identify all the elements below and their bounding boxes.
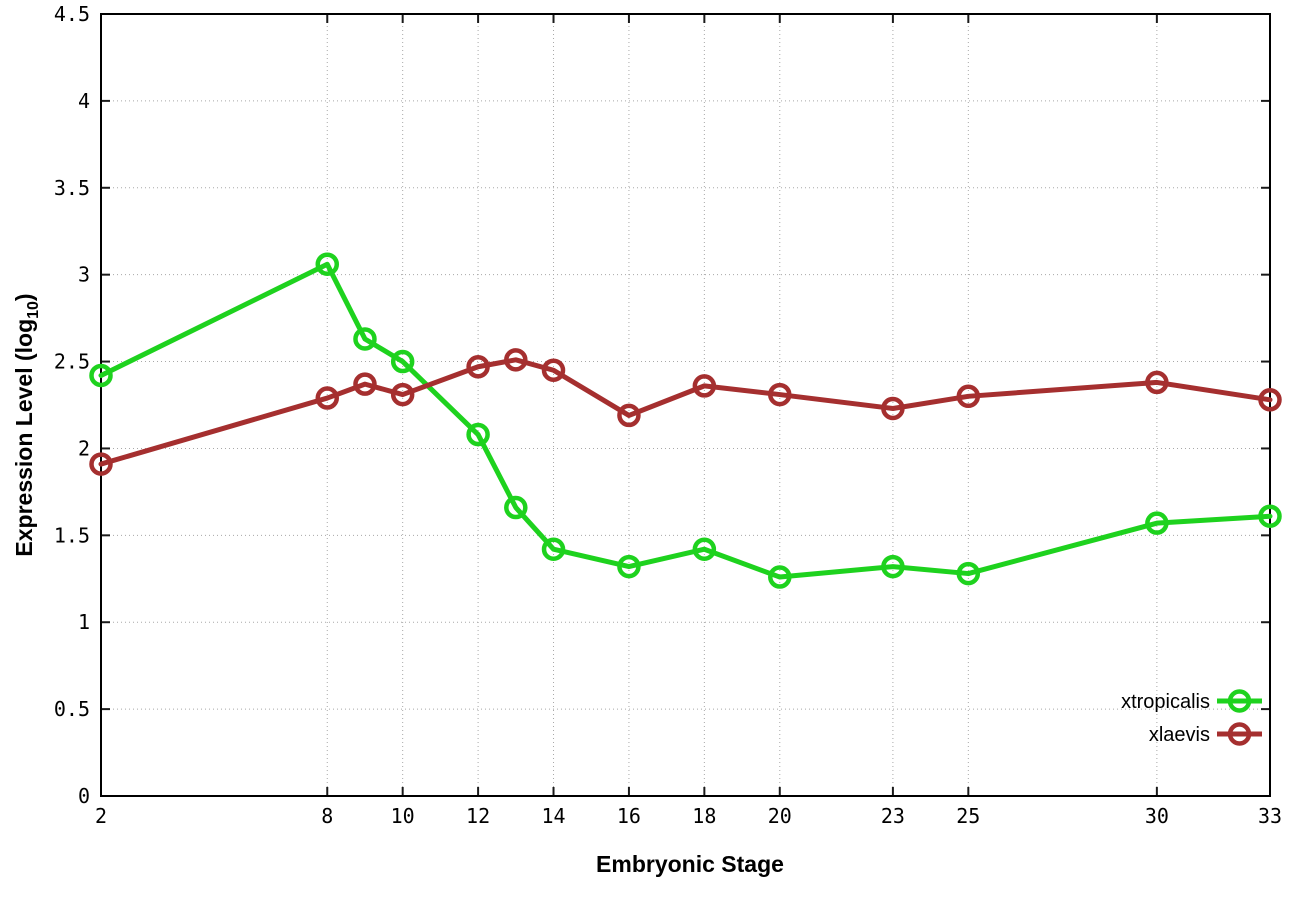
x-tick-label: 12: [466, 804, 490, 828]
y-tick-label: 1: [78, 610, 90, 634]
y-tick-label: 2.5: [54, 350, 90, 374]
data-point-xlaevis: [504, 348, 528, 372]
series-line-xtropicalis: [98, 261, 1273, 580]
x-tick-label: 20: [768, 804, 792, 828]
data-point-xlaevis: [692, 374, 717, 398]
y-tick-label: 3.5: [54, 176, 90, 200]
x-tick-label: 10: [391, 804, 415, 828]
data-point-xlaevis: [315, 386, 340, 410]
y-tick-label: 4.5: [54, 2, 90, 26]
data-point-xtropicalis: [504, 495, 528, 520]
x-tick-label: 14: [541, 804, 565, 828]
data-point-xlaevis: [1258, 388, 1282, 412]
x-tick-label: 2: [95, 804, 107, 828]
data-point-xtropicalis: [353, 327, 377, 351]
y-tick-label: 0.5: [54, 697, 90, 721]
y-tick-label: 1.5: [54, 523, 90, 547]
x-axis-title: Embryonic Stage: [596, 851, 784, 877]
data-point-xtropicalis: [315, 252, 340, 276]
y-tick-label: 4: [78, 89, 90, 113]
legend-sample-marker-xlaevis: [1227, 722, 1252, 746]
legend-label-xlaevis: xlaevis: [1149, 724, 1210, 746]
y-tick-label: 3: [78, 263, 90, 287]
tick-layer: [100, 13, 1271, 797]
legend-sample-marker-xtropicalis: [1227, 689, 1252, 713]
x-tick-label: 30: [1145, 804, 1169, 828]
data-point-xlaevis: [1145, 370, 1169, 395]
data-point-xtropicalis: [89, 363, 113, 388]
legend: xtropicalis xlaevis: [1121, 689, 1262, 746]
data-point-xtropicalis: [541, 537, 566, 561]
series-line-xlaevis: [98, 357, 1273, 467]
x-tick-label: 16: [617, 804, 641, 828]
data-point-xlaevis: [956, 384, 981, 409]
y-axis-title: Expression Level (log10): [11, 293, 42, 556]
legend-markers: [1217, 689, 1262, 746]
data-point-xlaevis: [541, 358, 566, 382]
y-tick-label: 2: [78, 436, 90, 460]
data-point-xtropicalis: [390, 349, 415, 374]
data-point-xlaevis: [466, 355, 490, 379]
data-point-xlaevis: [881, 396, 905, 421]
plot-border: [100, 13, 1271, 797]
data-point-xlaevis: [353, 372, 377, 396]
legend-label-xtropicalis: xtropicalis: [1121, 691, 1210, 713]
tick-label-layer: 2 8 10 12 14 16 18 20 23 25 30 33 0 0.5 1 1.5 2 2.5 3 3.5 4 4…: [54, 2, 1282, 828]
data-point-xtropicalis: [1258, 504, 1282, 528]
x-tick-label: 8: [321, 804, 333, 828]
data-point-xlaevis: [768, 382, 792, 407]
data-point-xtropicalis: [881, 554, 905, 579]
data-point-xtropicalis: [617, 554, 641, 579]
x-tick-label: 18: [692, 804, 716, 828]
data-point-xlaevis: [390, 382, 415, 407]
data-point-xtropicalis: [956, 561, 981, 586]
x-tick-label: 33: [1258, 804, 1282, 828]
data-point-xlaevis: [617, 403, 641, 428]
data-point-xtropicalis: [768, 565, 792, 589]
data-point-xtropicalis: [1145, 511, 1169, 535]
data-point-xtropicalis: [692, 537, 717, 561]
x-tick-label: 23: [881, 804, 905, 828]
x-tick-label: 25: [956, 804, 980, 828]
y-tick-label: 0: [78, 784, 90, 808]
data-point-xlaevis: [89, 452, 113, 476]
series-layer: [89, 252, 1282, 589]
grid-layer: [101, 14, 1270, 796]
data-point-xtropicalis: [466, 422, 490, 447]
